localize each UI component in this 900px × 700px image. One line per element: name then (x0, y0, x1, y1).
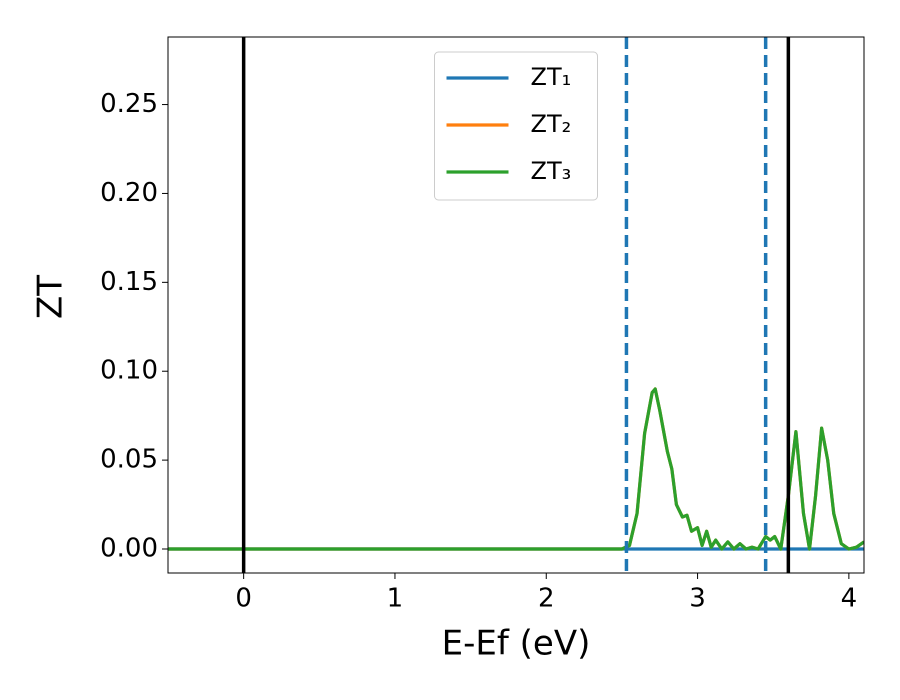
y-axis-label: ZT (31, 275, 71, 319)
x-tick-label: 2 (538, 584, 555, 614)
x-tick-label: 3 (689, 584, 706, 614)
series-line (168, 387, 864, 551)
y-tick-label: 0.00 (100, 534, 158, 564)
x-tick-label: 4 (841, 584, 858, 614)
y-tick-label: 0.20 (100, 178, 158, 208)
legend-label: ZT₃ (531, 157, 572, 185)
series-line (168, 387, 864, 551)
legend-label: ZT₁ (531, 63, 572, 91)
plot-frame (167, 36, 865, 574)
legend-label: ZT₂ (531, 110, 572, 138)
y-tick-label: 0.25 (100, 89, 158, 119)
x-tick-label: 1 (387, 584, 404, 614)
y-tick-label: 0.10 (100, 356, 158, 386)
y-tick-label: 0.15 (100, 267, 158, 297)
x-tick-label: 0 (235, 584, 252, 614)
legend-box (434, 51, 598, 201)
y-tick-label: 0.05 (100, 445, 158, 475)
x-axis-label: E-Ef (eV) (442, 624, 591, 664)
